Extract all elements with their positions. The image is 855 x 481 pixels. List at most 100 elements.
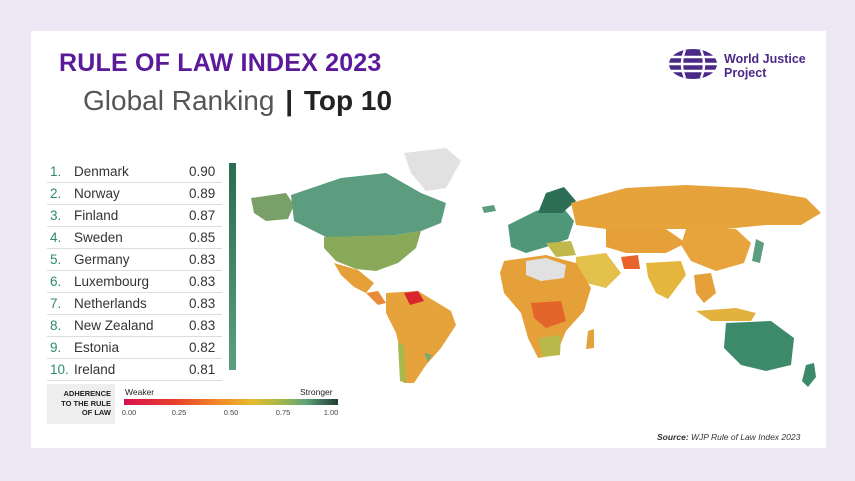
ranking-score: 0.85 xyxy=(189,230,216,245)
ranking-row: 8. New Zealand 0.83 xyxy=(47,316,222,337)
globe-logo-icon xyxy=(669,49,717,79)
color-legend: ADHERENCE TO THE RULE OF LAW Weaker Stro… xyxy=(47,384,349,424)
legend-gradient-bar xyxy=(124,399,338,405)
ranking-number: 5. xyxy=(50,252,62,267)
ranking-row: 2. Norway 0.89 xyxy=(47,184,222,205)
ranking-number: 10. xyxy=(50,362,69,377)
ranking-score: 0.90 xyxy=(189,164,216,179)
logo-text: World Justice Project xyxy=(724,52,806,80)
mexico-region xyxy=(334,263,374,293)
legend-label-box: ADHERENCE TO THE RULE OF LAW xyxy=(47,384,115,424)
middle-east-region xyxy=(576,253,621,288)
iceland-region xyxy=(482,205,496,213)
infographic-card: RULE OF LAW INDEX 2023 Global Ranking | … xyxy=(31,31,826,448)
australia-region xyxy=(724,321,794,371)
subtitle-separator: | xyxy=(285,85,294,116)
ranking-country: Sweden xyxy=(74,230,123,245)
ranking-score: 0.89 xyxy=(189,186,216,201)
legend-tick-0: 0.00 xyxy=(121,408,137,417)
legend-tick-2: 0.50 xyxy=(223,408,239,417)
ranking-score: 0.82 xyxy=(189,340,216,355)
japan-region xyxy=(752,239,764,263)
sahara-region xyxy=(526,258,566,281)
ranking-score: 0.83 xyxy=(189,274,216,289)
indonesia-region xyxy=(696,308,756,321)
scandinavia-region xyxy=(538,187,576,213)
ranking-score: 0.81 xyxy=(189,362,216,377)
ranking-number: 6. xyxy=(50,274,62,289)
page-subtitle: Global Ranking | Top 10 xyxy=(83,85,392,117)
ranking-country: New Zealand xyxy=(74,318,154,333)
madagascar-region xyxy=(586,329,594,349)
legend-label-line-2: TO THE RULE xyxy=(61,398,111,408)
uruguay-region xyxy=(424,353,432,362)
central-asia-region xyxy=(606,229,686,253)
ranking-score: 0.87 xyxy=(189,208,216,223)
southern-africa-region xyxy=(538,335,561,357)
ranking-country: Finland xyxy=(74,208,119,223)
legend-tick-1: 0.25 xyxy=(171,408,187,417)
ranking-number: 4. xyxy=(50,230,62,245)
canada-region xyxy=(291,173,446,237)
subtitle-strong: Top 10 xyxy=(303,85,393,116)
ranking-country: Norway xyxy=(74,186,120,201)
south-america-region xyxy=(386,291,456,383)
ranking-row: 4. Sweden 0.85 xyxy=(47,228,222,249)
legend-label: ADHERENCE TO THE RULE OF LAW xyxy=(53,389,111,418)
source-text: WJP Rule of Law Index 2023 xyxy=(691,432,801,442)
ranking-row: 3. Finland 0.87 xyxy=(47,206,222,227)
ranking-number: 9. xyxy=(50,340,62,355)
ranking-row: 6. Luxembourg 0.83 xyxy=(47,272,222,293)
eastern-europe-region xyxy=(546,241,576,257)
logo-line-1: World Justice xyxy=(724,52,806,66)
ranking-row: 7. Netherlands 0.83 xyxy=(47,294,222,315)
venezuela-region xyxy=(404,291,424,305)
top-10-ranking-list: 1. Denmark 0.90 2. Norway 0.89 3. Finland 0.87 4.… xyxy=(47,162,222,382)
legend-label-line-3: OF LAW xyxy=(81,408,111,417)
legend-tick-3: 0.75 xyxy=(275,408,291,417)
greenland-region xyxy=(404,148,461,191)
source-label: Source: xyxy=(657,432,689,442)
legend-weaker-label: Weaker xyxy=(125,387,155,397)
ranking-country: Ireland xyxy=(74,362,116,377)
central-america-region xyxy=(366,291,386,305)
logo-line-2: Project xyxy=(724,66,767,80)
ranking-score: 0.83 xyxy=(189,252,216,267)
china-region xyxy=(681,229,751,271)
europe-region xyxy=(508,205,574,253)
afghanistan-region xyxy=(621,255,640,269)
central-africa-region xyxy=(531,301,566,328)
ranking-country: Luxembourg xyxy=(74,274,150,289)
legend-label-line-1: ADHERENCE xyxy=(63,389,111,398)
alaska-region xyxy=(251,193,294,221)
ranking-country: Germany xyxy=(74,252,130,267)
legend-tick-4: 1.00 xyxy=(323,408,339,417)
ranking-number: 3. xyxy=(50,208,62,223)
world-map xyxy=(251,148,821,387)
new-zealand-region xyxy=(802,363,816,387)
southeast-asia-region xyxy=(694,273,716,303)
india-region xyxy=(646,261,686,299)
subtitle-main: Global Ranking xyxy=(83,85,275,116)
ranking-country: Netherlands xyxy=(74,296,147,311)
wjp-logo: World Justice Project xyxy=(667,47,817,85)
ranking-number: 8. xyxy=(50,318,62,333)
ranking-row: 5. Germany 0.83 xyxy=(47,250,222,271)
usa-region xyxy=(324,231,421,271)
source-note: Source: WJP Rule of Law Index 2023 xyxy=(657,432,800,442)
ranking-score: 0.83 xyxy=(189,296,216,311)
ranking-row: 10. Ireland 0.81 xyxy=(47,360,222,381)
ranking-number: 7. xyxy=(50,296,62,311)
ranking-country: Denmark xyxy=(74,164,129,179)
ranking-number: 2. xyxy=(50,186,62,201)
ranking-row: 1. Denmark 0.90 xyxy=(47,162,222,183)
legend-stronger-label: Stronger xyxy=(300,387,333,397)
page-title: RULE OF LAW INDEX 2023 xyxy=(59,49,382,77)
chile-region xyxy=(398,343,406,383)
ranking-row: 9. Estonia 0.82 xyxy=(47,338,222,359)
ranking-color-bar xyxy=(229,163,236,370)
ranking-country: Estonia xyxy=(74,340,120,355)
ranking-number: 1. xyxy=(50,164,62,179)
russia-region xyxy=(571,185,821,229)
ranking-score: 0.83 xyxy=(189,318,216,333)
